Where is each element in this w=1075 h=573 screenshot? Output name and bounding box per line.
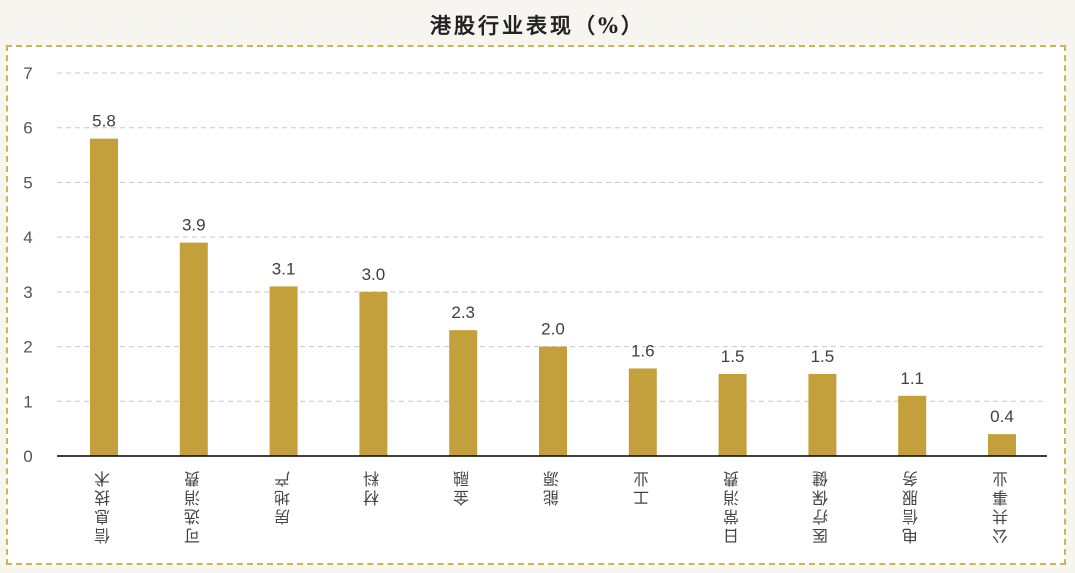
bar (90, 138, 118, 456)
x-category-label: 信息技术 (94, 468, 113, 544)
bar (808, 373, 837, 456)
bar (449, 330, 478, 456)
y-axis-ticks: 0 1 2 3 4 5 6 7 (23, 64, 32, 466)
bar (718, 373, 747, 456)
y-tick-label: 4 (23, 228, 32, 247)
x-category-label: 电信服务 (902, 468, 922, 544)
x-category-label: 公共事业 (992, 468, 1011, 544)
data-label: 1.5 (721, 347, 745, 366)
data-label: 3.9 (182, 216, 206, 235)
bar (628, 368, 657, 456)
y-tick-label: 0 (23, 447, 32, 466)
x-category-label: 医疗保健 (812, 468, 832, 544)
data-label: 2.3 (451, 303, 475, 322)
x-category-label: 材料 (363, 468, 383, 506)
data-label: 1.1 (900, 369, 924, 388)
data-label: 2.0 (541, 320, 565, 339)
bar (898, 395, 927, 456)
bar (988, 434, 1016, 456)
bar (359, 291, 388, 456)
data-label: 3.1 (272, 259, 296, 278)
bar (179, 242, 208, 456)
gridlines (57, 72, 1047, 402)
y-tick-label: 3 (23, 283, 32, 302)
y-tick-label: 6 (23, 119, 32, 138)
y-tick-label: 2 (23, 338, 32, 357)
data-label: 1.5 (811, 347, 835, 366)
y-tick-label: 1 (23, 392, 32, 411)
x-category-label: 能源 (543, 468, 562, 506)
bar (269, 286, 298, 456)
bars (90, 138, 1016, 456)
x-category-label: 日常消费 (722, 468, 742, 544)
data-labels: 5.8 3.9 3.1 3.0 2.3 2.0 1.6 1.5 1.5 1.1 0.4 (92, 112, 1014, 426)
y-tick-label: 7 (23, 64, 32, 83)
x-category-label: 工业 (632, 468, 652, 506)
x-category-label: 金融 (453, 468, 473, 506)
data-label: 1.6 (631, 341, 655, 360)
bar (539, 346, 567, 456)
title-band: 港股行业表现（%） (0, 0, 1075, 46)
data-label: 0.4 (990, 407, 1014, 426)
y-tick-label: 5 (23, 173, 32, 192)
data-label: 5.8 (92, 112, 116, 131)
chart-title: 港股行业表现（%） (430, 13, 645, 38)
x-category-label: 房地产 (273, 468, 293, 525)
data-label: 3.0 (362, 265, 386, 284)
x-category-label: 可选消费 (183, 468, 203, 544)
